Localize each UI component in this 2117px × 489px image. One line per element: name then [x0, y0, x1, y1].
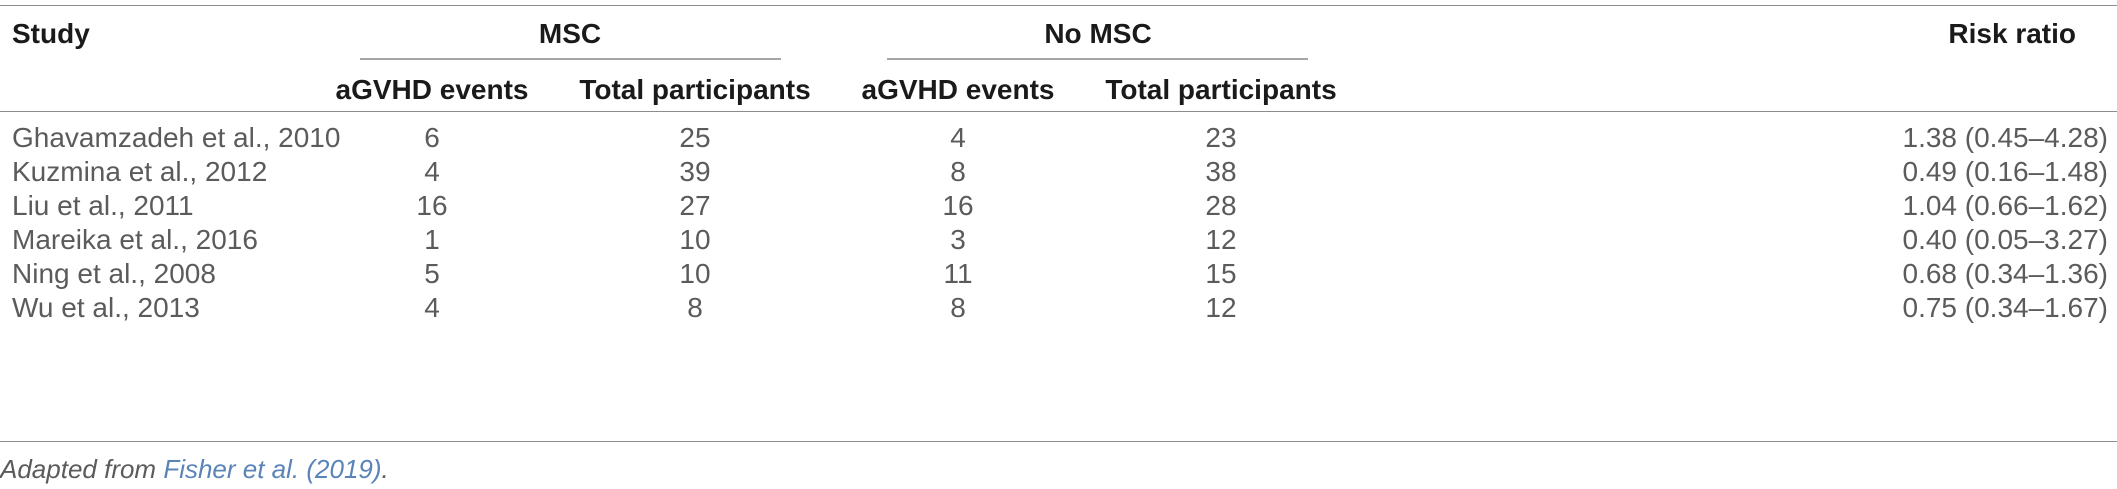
msc-group-rule	[360, 58, 781, 60]
subheader-msc-events: aGVHD events	[335, 74, 529, 105]
footnote-prefix: Adapted from	[0, 454, 164, 484]
cell-risk-ratio: 1.04 (0.66–1.62)	[1902, 190, 2109, 221]
cell-study: Ghavamzadeh et al., 2010	[12, 122, 341, 153]
cell-no-msc-events: 8	[950, 156, 966, 187]
header-bottom-rule	[0, 111, 2117, 112]
cell-no-msc-total: 15	[1205, 258, 1237, 289]
header-study: Study	[12, 18, 90, 49]
subheader-no-msc-events: aGVHD events	[861, 74, 1055, 105]
cell-no-msc-total: 12	[1205, 292, 1237, 323]
cell-no-msc-events: 8	[950, 292, 966, 323]
cell-risk-ratio: 0.75 (0.34–1.67)	[1902, 292, 2109, 323]
cell-study: Kuzmina et al., 2012	[12, 156, 268, 187]
footnote: Adapted from Fisher et al. (2019).	[0, 456, 389, 482]
cell-msc-total: 27	[679, 190, 711, 221]
cell-study: Liu et al., 2011	[12, 190, 194, 221]
cell-no-msc-total: 38	[1205, 156, 1237, 187]
cell-risk-ratio: 1.38 (0.45–4.28)	[1902, 122, 2109, 153]
header-msc: MSC	[538, 18, 602, 49]
table-top-rule	[0, 5, 2117, 6]
cell-msc-total: 25	[679, 122, 711, 153]
header-no-msc: No MSC	[1044, 18, 1152, 49]
cell-msc-total: 10	[679, 258, 711, 289]
subheader-msc-total: Total participants	[579, 74, 811, 105]
cell-risk-ratio: 0.68 (0.34–1.36)	[1902, 258, 2109, 289]
subheader-no-msc-total: Total participants	[1105, 74, 1337, 105]
cell-msc-total: 10	[679, 224, 711, 255]
cell-no-msc-events: 4	[950, 122, 966, 153]
cell-no-msc-total: 12	[1205, 224, 1237, 255]
cell-msc-events: 5	[424, 258, 440, 289]
cell-no-msc-events: 3	[950, 224, 966, 255]
cell-study: Wu et al., 2013	[12, 292, 200, 323]
header-risk-ratio: Risk ratio	[1948, 18, 2076, 49]
cell-msc-events: 6	[424, 122, 440, 153]
cell-msc-total: 8	[687, 292, 703, 323]
cell-msc-events: 16	[416, 190, 448, 221]
no-msc-group-rule	[887, 58, 1308, 60]
cell-msc-events: 4	[424, 292, 440, 323]
footnote-citation-link[interactable]: Fisher et al. (2019)	[163, 454, 382, 484]
table-bottom-rule	[0, 441, 2117, 442]
cell-no-msc-total: 28	[1205, 190, 1237, 221]
cell-risk-ratio: 0.49 (0.16–1.48)	[1902, 156, 2109, 187]
cell-risk-ratio: 0.40 (0.05–3.27)	[1902, 224, 2109, 255]
cell-no-msc-total: 23	[1205, 122, 1237, 153]
cell-study: Mareika et al., 2016	[12, 224, 258, 255]
cell-msc-events: 4	[424, 156, 440, 187]
cell-msc-total: 39	[679, 156, 711, 187]
cell-no-msc-events: 16	[942, 190, 974, 221]
footnote-suffix: .	[381, 454, 389, 484]
cell-no-msc-events: 11	[943, 258, 973, 289]
cell-msc-events: 1	[424, 224, 440, 255]
cell-study: Ning et al., 2008	[12, 258, 216, 289]
